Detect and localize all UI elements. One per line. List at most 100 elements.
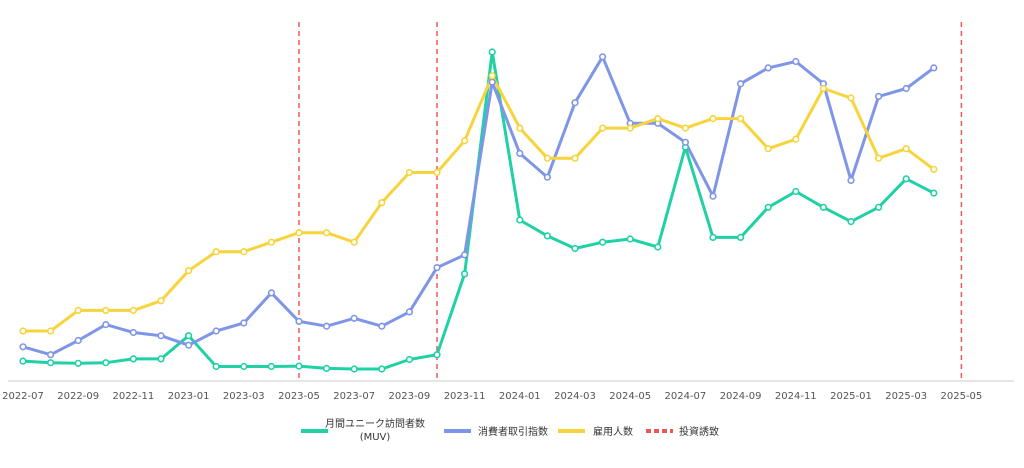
- series-0-point[interactable]: [433, 351, 441, 359]
- series-2-point[interactable]: [764, 145, 772, 153]
- series-1-point[interactable]: [764, 64, 772, 72]
- series-1-point[interactable]: [681, 138, 690, 146]
- series-1-point[interactable]: [571, 99, 579, 107]
- series-2-point[interactable]: [681, 124, 690, 132]
- series-2-point[interactable]: [405, 168, 414, 177]
- series-2-point[interactable]: [626, 124, 634, 132]
- series-2-point[interactable]: [543, 154, 552, 162]
- series-0-point[interactable]: [874, 203, 883, 211]
- series-0-point[interactable]: [102, 359, 110, 367]
- series-0-point[interactable]: [461, 270, 469, 278]
- series-0-point[interactable]: [74, 359, 82, 367]
- series-2-point[interactable]: [323, 229, 331, 237]
- series-2-point[interactable]: [157, 297, 165, 305]
- series-0-point[interactable]: [764, 203, 772, 211]
- series-2-point[interactable]: [74, 306, 82, 315]
- series-2-point[interactable]: [129, 306, 137, 315]
- series-2-point[interactable]: [212, 248, 220, 256]
- series-0-point[interactable]: [543, 232, 552, 240]
- series-0-point[interactable]: [129, 355, 137, 363]
- series-2-point[interactable]: [736, 114, 745, 123]
- series-1-point[interactable]: [736, 80, 745, 88]
- series-1-point[interactable]: [433, 264, 441, 272]
- series-2-point[interactable]: [295, 229, 303, 237]
- series-0-point[interactable]: [709, 233, 717, 241]
- series-0-point[interactable]: [736, 233, 745, 241]
- series-2-point[interactable]: [874, 154, 883, 162]
- series-0-point[interactable]: [405, 355, 414, 364]
- series-2-point[interactable]: [792, 135, 800, 143]
- series-0-point[interactable]: [295, 362, 303, 370]
- series-1-point[interactable]: [930, 64, 938, 72]
- series-2-point[interactable]: [709, 114, 717, 123]
- series-1-point[interactable]: [19, 343, 27, 351]
- series-1-point[interactable]: [46, 351, 55, 359]
- series-0-point[interactable]: [626, 235, 634, 243]
- series-2-point[interactable]: [185, 267, 193, 275]
- series-1-point[interactable]: [709, 192, 717, 200]
- series-1-point[interactable]: [378, 322, 386, 330]
- series-0-point[interactable]: [323, 364, 331, 373]
- series-0-point[interactable]: [212, 362, 220, 371]
- series-0-point[interactable]: [185, 332, 193, 340]
- series-0-point[interactable]: [46, 359, 55, 367]
- series-0-point[interactable]: [488, 48, 496, 56]
- series-2-point[interactable]: [819, 84, 828, 93]
- series-2-point[interactable]: [930, 165, 938, 173]
- series-1-point[interactable]: [874, 92, 883, 100]
- series-1-point[interactable]: [129, 328, 137, 337]
- series-0-point[interactable]: [571, 244, 579, 253]
- series-1-point[interactable]: [102, 321, 110, 329]
- series-2-point[interactable]: [350, 238, 358, 246]
- series-2-point[interactable]: [46, 327, 55, 335]
- series-1-point[interactable]: [598, 53, 607, 61]
- series-1-point[interactable]: [792, 57, 800, 66]
- series-2-point[interactable]: [571, 154, 579, 162]
- series-2-point[interactable]: [516, 124, 524, 132]
- series-1-point[interactable]: [488, 78, 496, 86]
- series-2-point[interactable]: [19, 327, 27, 335]
- series-2-point[interactable]: [598, 124, 607, 132]
- series-1-point[interactable]: [185, 341, 193, 349]
- series-0-point[interactable]: [930, 189, 938, 197]
- series-1-point[interactable]: [267, 289, 276, 297]
- series-0-point[interactable]: [157, 355, 165, 363]
- series-2-point[interactable]: [654, 114, 662, 123]
- series-1-point[interactable]: [405, 308, 414, 316]
- series-0-point[interactable]: [902, 175, 910, 183]
- series-0-point[interactable]: [19, 357, 27, 365]
- x-tick-label: 2024-05: [609, 391, 651, 402]
- series-2-point[interactable]: [461, 137, 469, 145]
- series-1-point[interactable]: [350, 314, 358, 322]
- series-1-point[interactable]: [323, 322, 331, 330]
- series-2-point[interactable]: [902, 145, 910, 153]
- series-1-point[interactable]: [212, 327, 220, 335]
- series-0-point[interactable]: [267, 362, 276, 371]
- series-0-point[interactable]: [819, 203, 828, 211]
- series-1-point[interactable]: [295, 317, 303, 326]
- series-2-point[interactable]: [488, 72, 496, 80]
- series-2-point[interactable]: [433, 168, 441, 177]
- series-2-point[interactable]: [847, 94, 855, 102]
- series-0-point[interactable]: [654, 243, 662, 251]
- series-0-point[interactable]: [516, 216, 524, 224]
- series-2-point[interactable]: [240, 248, 248, 256]
- series-1-point[interactable]: [461, 251, 469, 259]
- series-1-point[interactable]: [847, 176, 855, 184]
- series-1-point[interactable]: [543, 173, 552, 181]
- x-tick-label: 2023-05: [278, 391, 320, 402]
- series-1-point[interactable]: [516, 149, 524, 157]
- series-1-point[interactable]: [74, 336, 82, 345]
- series-0-point[interactable]: [350, 365, 358, 373]
- series-1-point[interactable]: [157, 332, 165, 340]
- series-0-point[interactable]: [847, 218, 855, 226]
- series-2-point[interactable]: [102, 306, 110, 315]
- series-0-point[interactable]: [378, 365, 386, 373]
- series-2-point[interactable]: [267, 238, 276, 246]
- series-0-point[interactable]: [240, 362, 248, 371]
- series-0-point[interactable]: [792, 187, 800, 196]
- series-1-point[interactable]: [902, 84, 910, 93]
- series-2-point[interactable]: [378, 199, 386, 207]
- series-0-point[interactable]: [598, 238, 607, 246]
- series-1-point[interactable]: [240, 319, 248, 327]
